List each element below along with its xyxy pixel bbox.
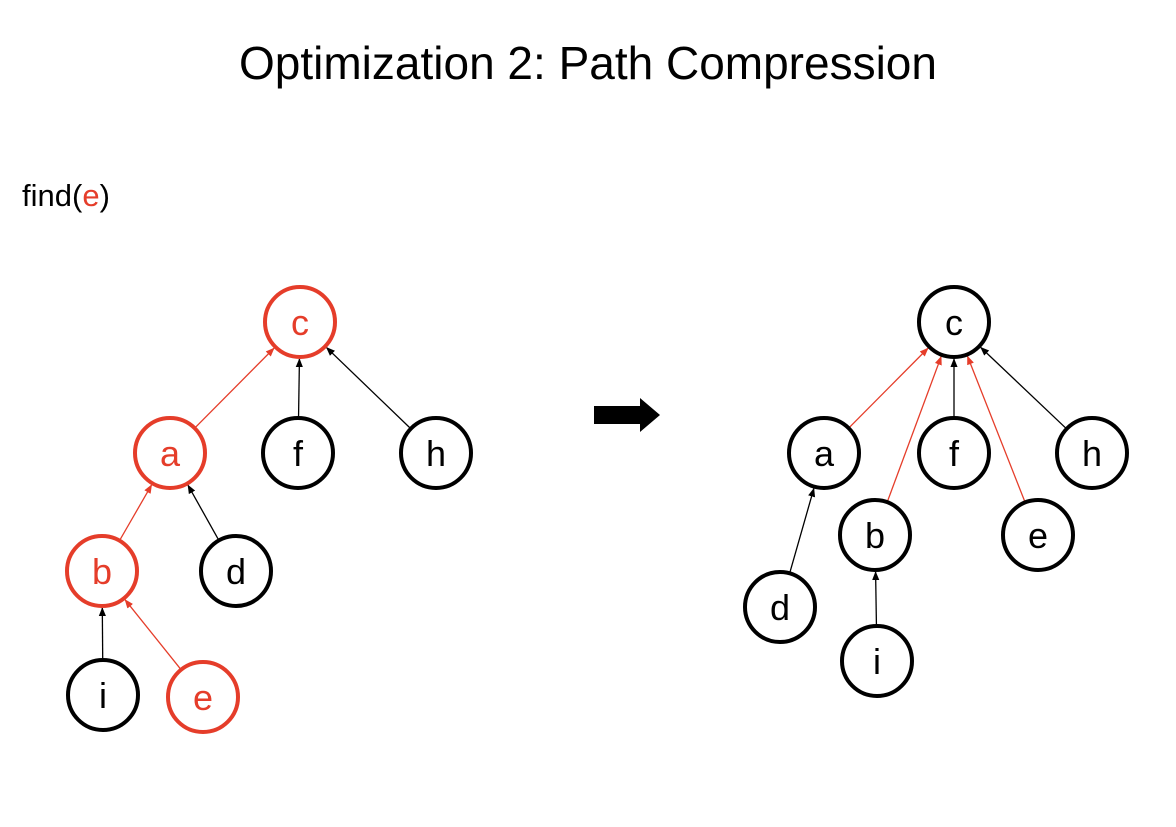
- before-node-c-label: c: [291, 302, 309, 343]
- after-node-h: h: [1055, 416, 1129, 490]
- after-edge-b-to-c: [886, 355, 942, 502]
- find-caption: find(e): [22, 178, 110, 214]
- before-tree: c a f h b d i e: [65, 285, 473, 734]
- find-caption-suffix: ): [99, 178, 110, 213]
- before-edge-b-to-a: [119, 484, 153, 541]
- after-node-h-label: h: [1082, 433, 1102, 474]
- find-caption-arg: e: [82, 178, 100, 213]
- after-edge-e-to-c: [966, 355, 1026, 502]
- before-node-d-label: d: [226, 551, 246, 592]
- before-edge-a-to-c: [194, 347, 275, 428]
- after-tree-nodes: c a f h b e d i: [743, 285, 1129, 698]
- before-node-f: f: [261, 416, 335, 490]
- after-edge-d-to-a: [789, 487, 816, 573]
- before-node-a-circle: [133, 416, 207, 490]
- slide-title: Optimization 2: Path Compression: [239, 37, 937, 89]
- before-node-c-circle: [263, 285, 337, 359]
- after-node-a-label: a: [814, 433, 835, 474]
- after-node-i-label: i: [873, 641, 881, 682]
- after-node-h-circle: [1055, 416, 1129, 490]
- before-node-e-label: e: [193, 677, 213, 718]
- transform-arrow-icon: [594, 398, 660, 432]
- after-node-f-circle: [917, 416, 991, 490]
- before-node-a: a: [133, 416, 207, 490]
- after-node-d: d: [743, 570, 817, 644]
- before-node-h-label: h: [426, 433, 446, 474]
- before-edge-e-to-b: [124, 599, 181, 670]
- before-node-i-circle: [66, 658, 140, 732]
- before-edge-f-to-c: [295, 358, 303, 418]
- before-node-a-label: a: [160, 433, 181, 474]
- before-node-f-circle: [261, 416, 335, 490]
- after-node-a: a: [787, 416, 861, 490]
- after-node-i-circle: [840, 624, 914, 698]
- after-node-b-circle: [838, 498, 912, 572]
- after-node-e: e: [1001, 498, 1075, 572]
- before-node-b-label: b: [92, 551, 112, 592]
- after-node-e-circle: [1001, 498, 1075, 572]
- after-node-d-label: d: [770, 587, 790, 628]
- after-node-e-label: e: [1028, 515, 1048, 556]
- before-tree-edges: [98, 347, 411, 670]
- before-node-h: h: [399, 416, 473, 490]
- after-tree-edges: [789, 346, 1067, 626]
- after-node-c-circle: [917, 285, 991, 359]
- before-edge-d-to-a: [187, 484, 219, 540]
- before-node-i: i: [66, 658, 140, 732]
- before-node-b-circle: [65, 534, 139, 608]
- before-node-h-circle: [399, 416, 473, 490]
- before-node-e-circle: [166, 660, 240, 734]
- before-node-e: e: [166, 660, 240, 734]
- before-node-d: d: [199, 534, 273, 608]
- after-node-a-circle: [787, 416, 861, 490]
- after-node-b-label: b: [865, 515, 885, 556]
- after-tree: c a f h b e d i: [743, 285, 1129, 698]
- after-node-f-label: f: [949, 433, 960, 474]
- after-node-c: c: [917, 285, 991, 359]
- before-tree-nodes: c a f h b d i e: [65, 285, 473, 734]
- after-node-c-label: c: [945, 302, 963, 343]
- after-node-b: b: [838, 498, 912, 572]
- after-node-i: i: [840, 624, 914, 698]
- before-node-f-label: f: [293, 433, 304, 474]
- after-edge-i-to-b: [872, 571, 880, 626]
- before-node-c: c: [263, 285, 337, 359]
- after-node-d-circle: [743, 570, 817, 644]
- find-caption-prefix: find(: [22, 178, 83, 213]
- before-node-d-circle: [199, 534, 273, 608]
- before-node-i-label: i: [99, 675, 107, 716]
- before-node-b: b: [65, 534, 139, 608]
- before-edge-h-to-c: [326, 347, 411, 429]
- after-edge-a-to-c: [848, 347, 929, 428]
- after-edge-h-to-c: [980, 346, 1067, 429]
- after-node-f: f: [917, 416, 991, 490]
